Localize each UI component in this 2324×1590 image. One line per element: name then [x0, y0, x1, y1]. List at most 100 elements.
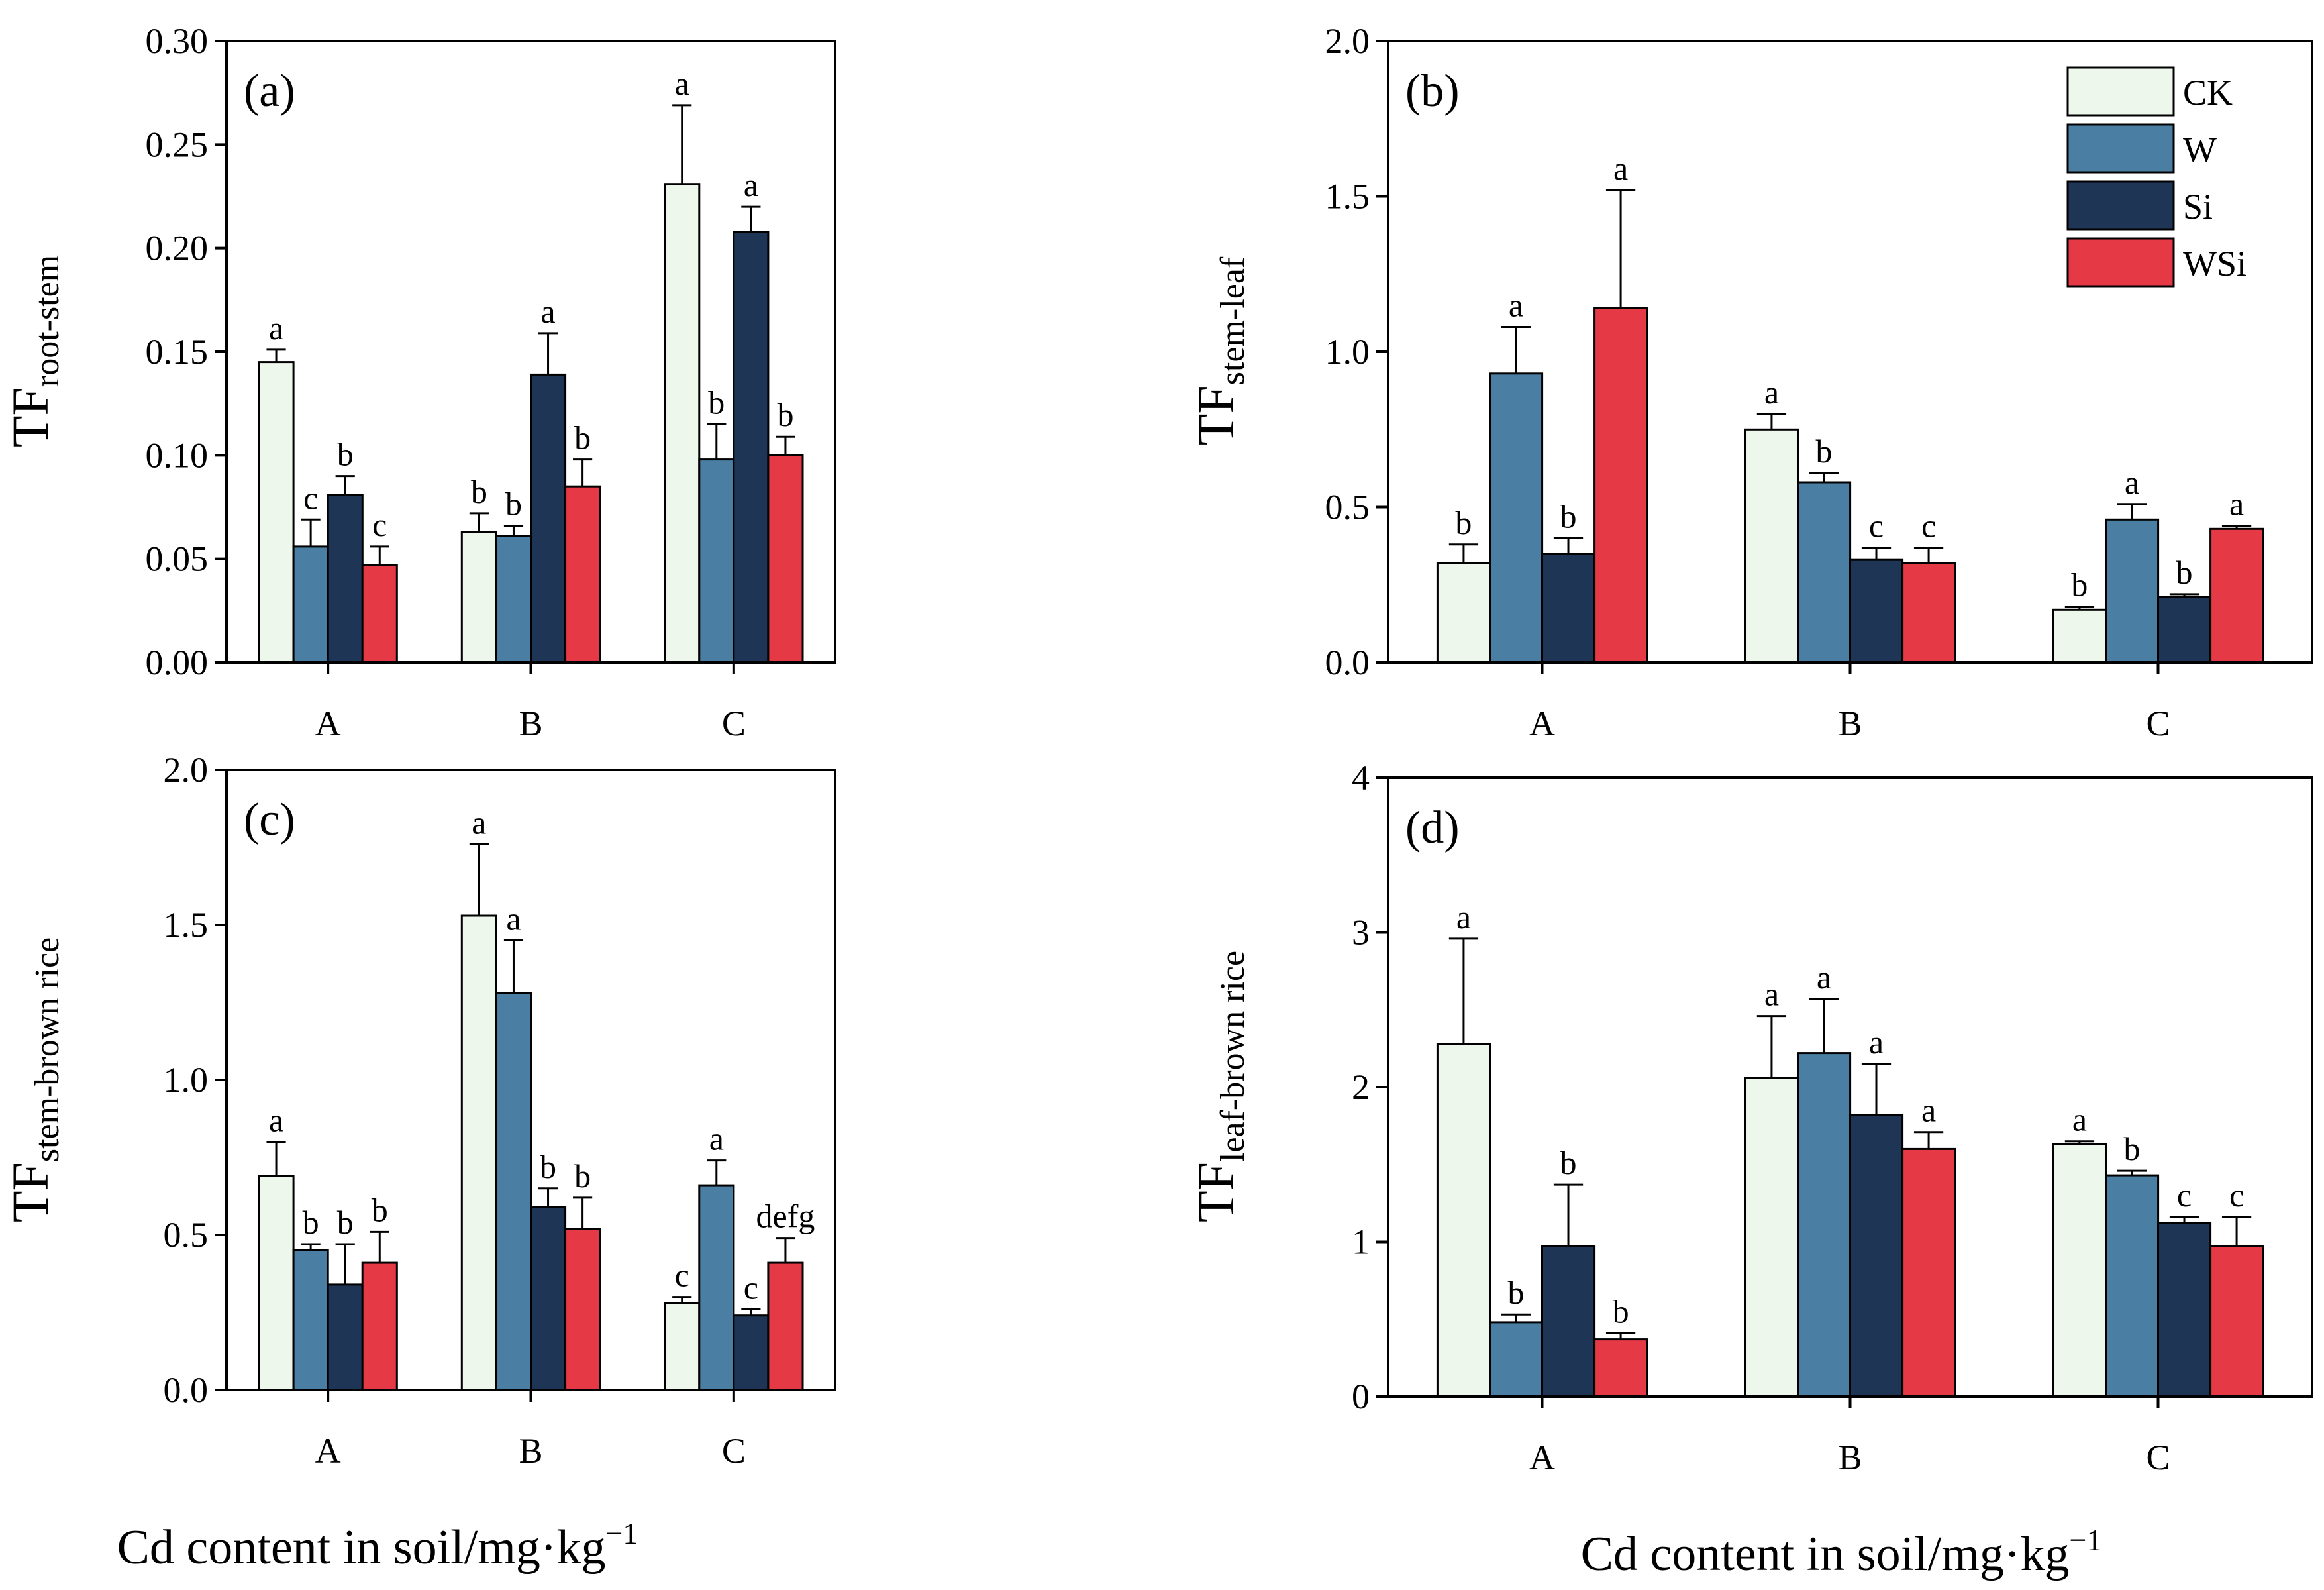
y-tick-label: 0.0: [1325, 643, 1370, 682]
bar-WSi-A: [1593, 1338, 1648, 1398]
bar-W-C: [2105, 518, 2160, 664]
y-tick-label: 0.20: [146, 229, 209, 268]
bar-W-B: [495, 992, 532, 1391]
y-axis-title: TFstem-brown rice: [1, 937, 66, 1222]
bar-Si-A: [1541, 1246, 1596, 1398]
bar-W-A: [1489, 372, 1544, 664]
x-tick-label: A: [1529, 1438, 1555, 1477]
sig-letter-W-B: b: [505, 486, 522, 523]
legend-label-CK: CK: [2183, 73, 2233, 113]
legend-label-W: W: [2183, 130, 2217, 170]
y-tick-label: 0.10: [146, 435, 209, 475]
sig-letter-W-A: c: [303, 479, 318, 516]
bar-Si-B: [530, 373, 567, 664]
x-tick-label: B: [1838, 704, 1862, 743]
bar-WSi-B: [1901, 1147, 1956, 1398]
sig-letter-Si-A: b: [1560, 498, 1577, 535]
y-axis-title-sub: stem-leaf: [1214, 256, 1252, 385]
x-tick-label: B: [519, 704, 542, 743]
x-axis-title-right-exp: −1: [2069, 1523, 2101, 1557]
x-tick-label: C: [2146, 704, 2170, 743]
sig-letter-Si-C: c: [744, 1269, 758, 1306]
bar-W-C: [2105, 1174, 2160, 1398]
sig-letter-WSi-C: c: [2229, 1177, 2244, 1214]
bar-W-B: [1797, 481, 1852, 664]
sig-letter-WSi-C: a: [2229, 486, 2244, 523]
sig-letter-W-A: b: [303, 1204, 319, 1241]
y-axis-title: TFstem-leaf: [1187, 256, 1252, 445]
x-axis-title-right-main: Cd content in soil/mg·kg: [1581, 1527, 2070, 1581]
legend-swatch-CK: [2066, 66, 2175, 117]
legend-swatch-WSi: [2066, 237, 2175, 288]
y-axis-title-sub: root-stem: [28, 255, 66, 387]
sig-letter-Si-B: a: [540, 293, 555, 330]
y-tick-label: 1.0: [1325, 332, 1370, 372]
sig-letter-Si-C: b: [2176, 554, 2193, 591]
x-tick-label: A: [1529, 704, 1555, 743]
bar-CK-A: [1436, 1043, 1491, 1398]
y-tick-label: 1: [1352, 1222, 1370, 1262]
y-tick-label: 2.0: [164, 750, 209, 790]
x-axis-title-left: Cd content in soil/mg·kg−1: [117, 1516, 638, 1575]
legend-swatch-W: [2066, 123, 2175, 174]
sig-letter-CK-B: a: [1764, 976, 1779, 1013]
bar-Si-C: [733, 231, 770, 664]
y-tick-label: 0.00: [146, 643, 209, 682]
y-tick-label: 0.5: [164, 1215, 209, 1255]
bar-Si-C: [2157, 1222, 2212, 1398]
y-tick-label: 0.5: [1325, 488, 1370, 527]
bar-WSi-A: [361, 564, 398, 664]
sig-letter-W-C: a: [709, 1120, 724, 1157]
y-tick-label: 4: [1352, 758, 1370, 798]
sig-letter-WSi-B: b: [574, 1157, 591, 1194]
y-tick-label: 0.30: [146, 21, 209, 61]
bar-CK-B: [460, 531, 497, 664]
sig-letter-CK-C: a: [2072, 1101, 2087, 1138]
sig-letter-CK-C: c: [675, 1257, 689, 1294]
sig-letter-CK-A: a: [269, 1102, 283, 1139]
sig-letter-Si-A: b: [337, 1204, 354, 1241]
x-tick-label: C: [2146, 1438, 2170, 1477]
sig-letter-Si-A: b: [1560, 1144, 1577, 1181]
y-axis-title: TFleaf-brown rice: [1187, 951, 1252, 1222]
sig-letter-CK-B: b: [471, 473, 487, 510]
y-tick-label: 1.0: [164, 1060, 209, 1100]
y-tick-label: 0: [1352, 1377, 1370, 1416]
bar-CK-C: [664, 183, 701, 664]
bar-CK-A: [258, 361, 295, 664]
bar-WSi-A: [1593, 307, 1648, 664]
bar-CK-A: [258, 1175, 295, 1391]
sig-letter-CK-A: a: [1456, 898, 1471, 935]
y-axis-title-sub: stem-brown rice: [28, 937, 66, 1162]
bar-Si-A: [327, 1283, 364, 1391]
sig-letter-Si-B: c: [1869, 507, 1884, 544]
sig-letter-WSi-B: a: [1921, 1092, 1936, 1129]
sig-letter-W-B: b: [1815, 433, 1832, 470]
sig-letter-W-B: a: [1817, 959, 1831, 996]
bar-Si-C: [733, 1314, 770, 1391]
sig-letter-WSi-A: b: [1613, 1293, 1629, 1330]
bar-WSi-B: [1901, 562, 1956, 664]
bar-Si-A: [1541, 553, 1596, 664]
bar-WSi-C: [2209, 527, 2264, 664]
bar-Si-C: [2157, 596, 2212, 664]
bar-Si-A: [327, 494, 364, 664]
bar-WSi-C: [767, 454, 804, 664]
x-axis-title-left-main: Cd content in soil/mg·kg: [117, 1520, 606, 1575]
sig-letter-WSi-B: c: [1921, 507, 1936, 544]
y-tick-label: 0.05: [146, 539, 209, 579]
bar-CK-B: [1744, 1077, 1799, 1398]
y-tick-label: 3: [1352, 913, 1370, 953]
legend-label-WSi: WSi: [2183, 244, 2247, 284]
sig-letter-Si-B: a: [1869, 1024, 1884, 1061]
sig-letter-CK-A: a: [269, 309, 283, 346]
y-tick-label: 0.25: [146, 125, 209, 164]
bar-W-A: [292, 1249, 329, 1391]
sig-letter-W-C: a: [2125, 464, 2139, 501]
bar-Si-B: [1849, 1114, 1904, 1398]
sig-letter-W-A: a: [1509, 286, 1523, 323]
x-axis-title-left-exp: −1: [605, 1516, 638, 1550]
x-tick-label: A: [315, 704, 341, 743]
